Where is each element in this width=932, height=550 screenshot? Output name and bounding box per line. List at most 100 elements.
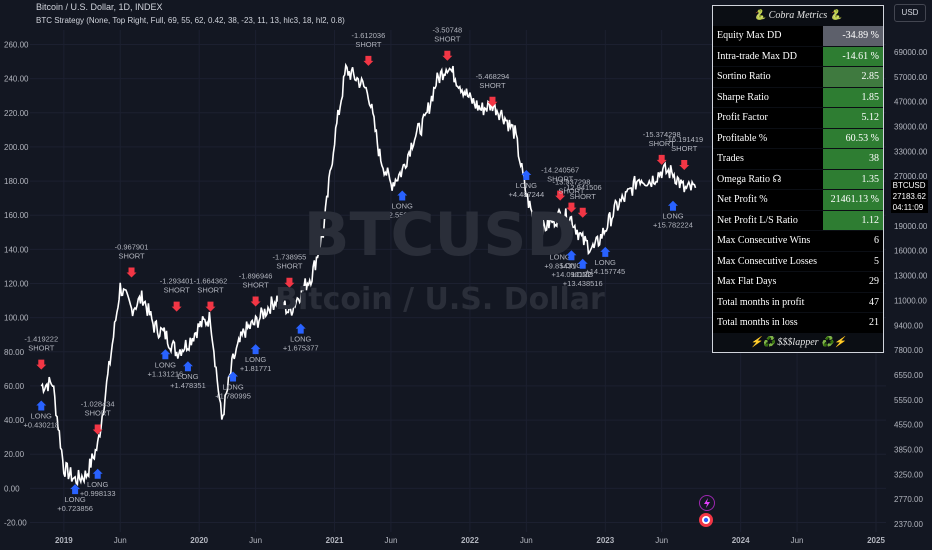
metric-row: Sortino Ratio 2.85	[713, 66, 883, 87]
metric-row: Omega Ratio ☊ 1.35	[713, 168, 883, 189]
short-arrow-icon	[442, 50, 453, 61]
right-axis-tick: 16000.00	[894, 247, 928, 256]
trade-label: SHORT	[164, 286, 191, 295]
short-arrow-icon	[126, 267, 137, 278]
trade-label: SHORT	[276, 262, 303, 271]
left-axis-tick: 60.00	[4, 382, 25, 391]
long-arrow-icon	[92, 468, 103, 479]
long-arrow-icon	[521, 170, 532, 180]
trade-label: SHORT	[558, 187, 585, 196]
long-arrow-icon	[555, 241, 566, 252]
trade-label: +0.430218	[23, 420, 59, 429]
metric-row: Intra-trade Max DD -14.61 %	[713, 45, 883, 66]
x-axis-tick: Jun	[655, 536, 668, 545]
metric-value: 2.85	[823, 67, 883, 87]
trade-label: +15.782224	[653, 221, 693, 230]
metric-label: Sortino Ratio	[713, 67, 823, 87]
trade-label: SHORT	[479, 81, 506, 90]
short-arrow-icon	[171, 301, 182, 312]
metric-value: 1.12	[823, 210, 883, 230]
strategy-title: BTC Strategy (None, Top Right, Full, 69,…	[36, 16, 345, 25]
metric-row: Net Profit % 21461.13 %	[713, 189, 883, 210]
trade-label: SHORT	[434, 35, 461, 44]
metric-label: Equity Max DD	[713, 26, 823, 46]
metric-row: Total months in profit 47	[713, 291, 883, 312]
trade-label: -1.896946	[239, 272, 273, 281]
right-axis-tick: 13000.00	[894, 272, 928, 281]
trade-label: LONG	[87, 480, 108, 489]
metric-value: 1.35	[823, 169, 883, 189]
trade-label: -12.941506	[564, 183, 602, 192]
metric-row: Max Consecutive Losses 5	[713, 250, 883, 271]
right-axis-tick: 39000.00	[894, 123, 928, 132]
x-axis-tick: 2019	[55, 536, 73, 545]
left-axis-tick: 220.00	[4, 109, 29, 118]
left-axis-tick: -20.00	[4, 519, 27, 528]
metric-label: Total months in profit	[713, 292, 823, 312]
right-axis-tick: 47000.00	[894, 98, 928, 107]
lightning-icon[interactable]	[699, 495, 715, 511]
trade-label: +1.131216	[148, 369, 184, 378]
right-axis-tick: 6550.00	[894, 371, 923, 380]
metric-label: Trades	[713, 149, 823, 169]
left-axis-tick: 120.00	[4, 280, 29, 289]
metrics-title: 🐍 Cobra Metrics 🐍	[753, 10, 843, 21]
right-axis-tick: 2370.00	[894, 520, 923, 529]
trade-label: -1.293401	[160, 277, 194, 286]
trade-label: -1.419222	[24, 335, 58, 344]
trade-label: +1.675377	[283, 344, 319, 353]
trade-label: -0.967901	[115, 243, 149, 252]
trade-label: LONG	[290, 335, 311, 344]
metric-value: 21	[823, 313, 883, 333]
trade-label: +1.780995	[215, 391, 251, 400]
x-axis-tick: Jun	[385, 536, 398, 545]
symbol-watermark-subtitle: Bitcoin / U.S. Dollar	[275, 282, 605, 317]
trade-label: LONG	[64, 495, 85, 504]
symbol-price-tag: BTCUSD 27183.62 04:11:09	[890, 180, 928, 213]
right-axis-tick: 3850.00	[894, 445, 923, 454]
right-axis-tick: 5550.00	[894, 396, 923, 405]
currency-button[interactable]: USD	[894, 4, 926, 22]
right-axis-tick: 19000.00	[894, 222, 928, 231]
long-arrow-icon	[397, 190, 408, 201]
metric-row: Total months in loss 21	[713, 312, 883, 333]
metric-row: Net Profit L/S Ratio 1.12	[713, 209, 883, 230]
trade-label: LONG	[595, 258, 616, 267]
trade-label: SHORT	[649, 139, 676, 148]
trade-label: -1.664362	[194, 277, 228, 286]
long-arrow-icon	[70, 484, 81, 495]
metric-row: Profit Factor 5.12	[713, 107, 883, 128]
trade-label: +9.85431	[544, 262, 576, 271]
metric-value: 1.85	[823, 87, 883, 107]
trade-label: SHORT	[28, 344, 55, 353]
cobra-metrics-table: 🐍 Cobra Metrics 🐍 Equity Max DD -34.89 % I…	[712, 5, 884, 353]
right-axis-tick: 4550.00	[894, 421, 923, 430]
trade-label: SHORT	[85, 409, 112, 418]
flag-icon[interactable]	[699, 513, 713, 527]
trade-label: SHORT	[570, 192, 597, 201]
trade-label: LONG	[662, 212, 683, 221]
trade-label: -1.612036	[352, 31, 386, 40]
right-axis-tick: 57000.00	[894, 73, 928, 82]
trade-label: LONG	[155, 360, 176, 369]
right-axis-tick: 27000.00	[894, 172, 928, 181]
trade-label: -5.468294	[476, 72, 510, 81]
long-arrow-icon	[295, 323, 306, 334]
right-axis-tick: 3250.00	[894, 470, 923, 479]
trade-label: LONG	[222, 382, 243, 391]
right-axis-tick: 11000.00	[894, 296, 927, 305]
trade-label: LONG	[550, 253, 571, 262]
short-arrow-icon	[577, 207, 588, 218]
trade-label: +0.723856	[57, 504, 93, 513]
trade-label: SHORT	[243, 281, 270, 290]
long-arrow-icon	[250, 344, 261, 355]
trade-label: -15.374298	[643, 130, 681, 139]
symbol-tag-label: BTCUSD	[892, 181, 926, 190]
metric-row: Equity Max DD -34.89 %	[713, 25, 883, 46]
metric-label: Profitable %	[713, 128, 823, 148]
symbol-title: Bitcoin / U.S. Dollar, 1D, INDEX	[36, 2, 163, 12]
trade-label: +2.559795	[384, 210, 420, 219]
metric-label: Total months in loss	[713, 313, 823, 333]
right-axis-tick: 2770.00	[894, 495, 923, 504]
